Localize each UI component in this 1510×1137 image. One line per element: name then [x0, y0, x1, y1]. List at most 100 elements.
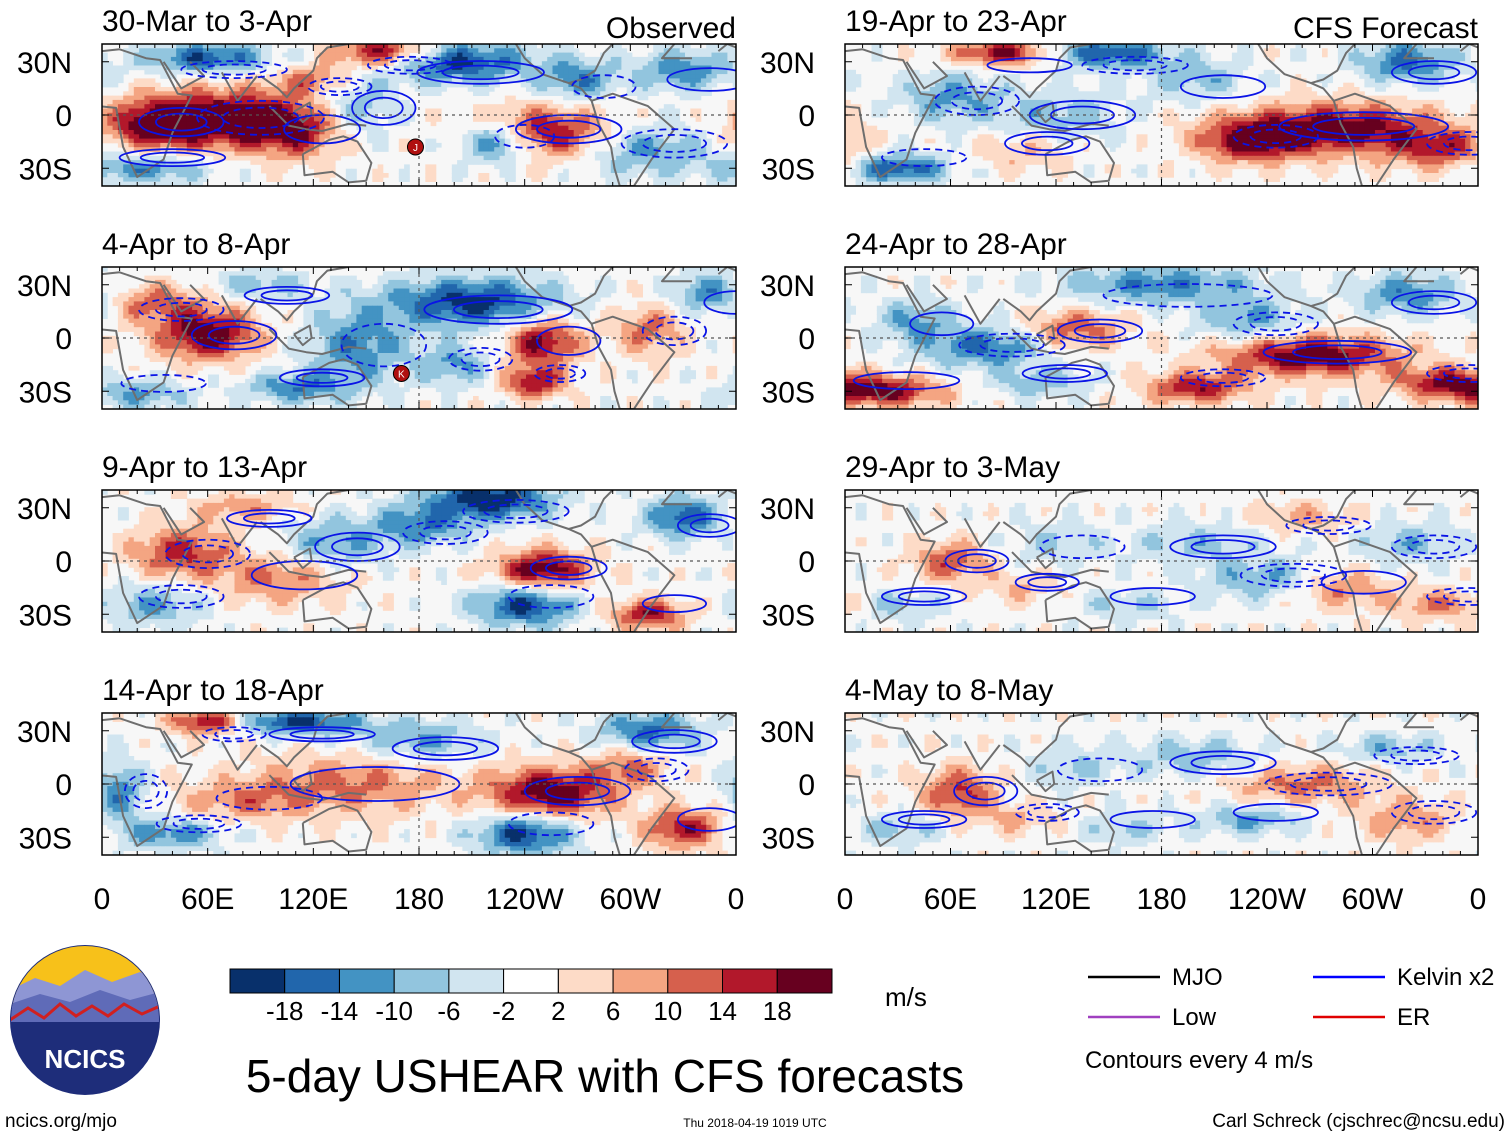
- shear-cell: [589, 78, 596, 84]
- shear-cell: [510, 177, 516, 182]
- shear-cell: [218, 130, 225, 135]
- shear-cell: [674, 284, 681, 289]
- shear-cell: [117, 318, 124, 324]
- shear-cell: [663, 142, 670, 148]
- shear-cell: [234, 142, 241, 148]
- shear-cell: [584, 348, 590, 354]
- shear-cell: [139, 335, 145, 341]
- shear-cell: [186, 56, 193, 62]
- shear-cell: [478, 82, 484, 88]
- shear-cell: [239, 173, 246, 178]
- shear-cell: [398, 173, 405, 178]
- shear-cell: [261, 147, 267, 152]
- shear-cell: [579, 74, 585, 79]
- shear-cell: [510, 335, 516, 341]
- shear-cell: [616, 331, 622, 337]
- shear-cell: [266, 335, 272, 341]
- observed-label: Observed: [606, 12, 736, 45]
- shear-cell: [181, 78, 188, 84]
- shear-cell: [292, 142, 299, 148]
- shear-cell: [388, 318, 394, 324]
- shear-cell: [213, 134, 219, 139]
- shear-cell: [303, 82, 310, 88]
- shear-cell: [547, 288, 553, 294]
- shear-cell: [117, 305, 124, 311]
- shear-cell: [679, 69, 686, 75]
- shear-cell: [695, 69, 702, 75]
- shear-cell: [478, 142, 484, 148]
- shear-cell: [239, 177, 246, 182]
- shear-cell: [208, 292, 214, 298]
- shear-cell: [128, 52, 135, 58]
- shear-cell: [356, 340, 363, 345]
- shear-cell: [123, 142, 129, 148]
- shear-cell: [139, 78, 145, 84]
- shear-cell: [658, 314, 665, 319]
- shear-cell: [669, 61, 675, 66]
- shear-cell: [520, 65, 527, 71]
- shear-cell: [250, 305, 257, 311]
- shear-cell: [446, 335, 453, 341]
- shear-cell: [165, 344, 172, 350]
- shear-cell: [510, 271, 516, 276]
- shear-cell: [186, 305, 193, 311]
- shear-cell: [133, 108, 140, 114]
- shear-cell: [499, 74, 506, 79]
- shear-cell: [653, 155, 659, 161]
- shear-cell: [541, 56, 548, 62]
- shear-cell: [568, 340, 575, 345]
- shear-cell: [621, 82, 628, 88]
- shear-cell: [414, 78, 421, 84]
- shear-cell: [727, 134, 734, 139]
- shear-cell: [467, 297, 474, 302]
- shear-cell: [208, 65, 214, 71]
- shear-cell: [372, 331, 378, 337]
- shear-cell: [488, 87, 495, 92]
- shear-cell: [393, 108, 400, 114]
- shear-cell: [287, 279, 294, 285]
- shear-cell: [732, 151, 736, 157]
- shear-cell: [345, 138, 352, 144]
- shear-cell: [547, 91, 553, 96]
- shear-cell: [361, 112, 368, 118]
- shear-cell: [165, 177, 172, 182]
- shear-cell: [669, 327, 675, 332]
- shear-cell: [584, 138, 590, 144]
- shear-cell: [584, 125, 590, 131]
- shear-cell: [393, 310, 400, 315]
- shear-cell: [144, 164, 151, 170]
- shear-cell: [706, 181, 712, 186]
- shear-cell: [557, 284, 564, 289]
- shear-cell: [139, 288, 145, 294]
- shear-cell: [329, 327, 336, 332]
- shear-cell: [610, 177, 617, 182]
- shear-cell: [340, 48, 347, 53]
- shear-cell: [695, 279, 702, 285]
- shear-cell: [197, 48, 204, 53]
- shear-cell: [478, 69, 484, 75]
- shear-cell: [647, 82, 654, 88]
- shear-cell: [483, 271, 490, 276]
- shear-cell: [541, 164, 548, 170]
- shear-cell: [329, 121, 336, 127]
- shear-cell: [653, 142, 659, 148]
- shear-cell: [335, 301, 341, 307]
- shear-cell: [653, 318, 659, 324]
- africa-north-outline: [661, 44, 692, 60]
- shear-cell: [547, 99, 553, 105]
- shear-cell: [679, 327, 686, 332]
- shear-cell: [303, 314, 310, 319]
- shear-cell: [144, 108, 151, 114]
- shear-cell: [382, 87, 389, 92]
- shear-cell: [133, 310, 140, 315]
- shear-cell: [245, 56, 251, 62]
- shear-cell: [473, 348, 479, 354]
- shear-cell: [451, 284, 458, 289]
- shear-cell: [340, 151, 347, 157]
- shear-cell: [658, 56, 665, 62]
- shear-cell: [229, 69, 235, 75]
- shear-cell: [711, 78, 718, 84]
- shear-cell: [229, 279, 235, 285]
- shear-cell: [488, 82, 495, 88]
- shear-cell: [483, 310, 490, 315]
